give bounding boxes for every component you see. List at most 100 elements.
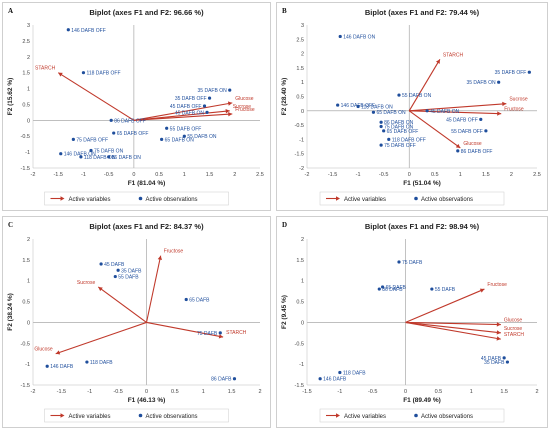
x-tick-label: 2.5 xyxy=(533,172,541,178)
legend-observations-label: Active observations xyxy=(146,414,198,420)
observation-label: 35 DAFB xyxy=(121,268,142,274)
observation-label: 146 DAFB xyxy=(323,377,347,383)
legend-observation-marker xyxy=(414,413,418,418)
x-tick-label: 2 xyxy=(233,172,236,178)
y-tick-label: 2 xyxy=(27,237,30,243)
observation-point xyxy=(99,262,103,266)
observation-label: 75 DAFB xyxy=(402,260,423,266)
variable-label: Glucose xyxy=(34,347,53,353)
observation-label: 65 DAFB OFF xyxy=(117,131,149,137)
y-tick-label: 3 xyxy=(27,23,30,29)
y-tick-label: 1 xyxy=(27,279,30,285)
observation-point xyxy=(497,80,501,84)
observation-point xyxy=(377,287,381,291)
x-tick-label: -2 xyxy=(305,172,310,178)
y-tick-label: 0.5 xyxy=(22,102,30,108)
observation-label: 86 DAFB xyxy=(211,377,232,383)
observation-point xyxy=(45,364,49,368)
y-tick-label: -1 xyxy=(299,362,304,368)
variable-label: STARCH xyxy=(35,66,56,72)
observation-label: 65 DAFB xyxy=(386,285,407,291)
x-tick-label: 0.5 xyxy=(171,389,179,395)
observation-point xyxy=(430,287,434,291)
variable-label: Fructose xyxy=(164,249,184,255)
y-tick-label: -1.5 xyxy=(295,383,304,389)
x-tick-label: -1.5 xyxy=(53,172,62,178)
legend-variables-label: Active variables xyxy=(69,414,111,420)
biplot-svg: B Biplot (axes F1 and F2: 79.44 %) -2 -1.5 -… xyxy=(281,7,541,206)
observation-point xyxy=(397,93,401,97)
observation-label: 35 DAFB OFF xyxy=(495,70,527,76)
x-tick-label: 0 xyxy=(145,389,148,395)
observation-label: 65 DAFB ON xyxy=(376,110,406,116)
y-tick-label: 1 xyxy=(301,279,304,285)
legend-observation-marker xyxy=(414,196,418,201)
variable-vector xyxy=(145,255,162,323)
observation-point xyxy=(228,88,232,92)
x-tick-label: 0 xyxy=(408,172,411,178)
observation-label: 45 DAFB OFF xyxy=(446,117,478,123)
observation-label: 118 DAFB xyxy=(90,360,113,366)
variable-vector xyxy=(133,110,230,121)
variable-label: STARCH xyxy=(226,330,247,336)
observation-point xyxy=(371,110,376,114)
y-tick-label: 0 xyxy=(301,320,304,326)
observation-label: 86 DAFB OFF xyxy=(461,149,493,155)
observation-label: 35 DAFB ON xyxy=(198,88,228,94)
observation-point xyxy=(397,260,401,264)
x-tick-label: -1.5 xyxy=(302,389,311,395)
variable-label: Sucrose xyxy=(233,104,252,110)
observation-label: 86 DAFB xyxy=(382,287,403,293)
observation-label: 35 DAFB xyxy=(484,360,505,366)
chart-title: Biplot (axes F1 and F2: 84.37 %) xyxy=(89,222,204,231)
y-tick-label: 0.5 xyxy=(296,300,304,306)
y-tick-label: 1.5 xyxy=(296,258,304,264)
observation-label: 118 DAFB ON xyxy=(84,155,116,161)
x-tick-label: 1 xyxy=(459,172,462,178)
observation-point xyxy=(356,104,360,109)
x-tick-label: 2.5 xyxy=(256,172,264,178)
legend-variable-arrowhead xyxy=(60,413,65,418)
observation-point xyxy=(116,268,120,272)
chart-title: Biplot (axes F1 and F2: 79.44 %) xyxy=(365,8,480,17)
y-tick-label: 0 xyxy=(27,118,30,124)
chart-title: Biplot (axes F1 and F2: 96.66 %) xyxy=(89,8,204,17)
y-tick-label: 1.5 xyxy=(22,71,30,77)
variable-arrowhead xyxy=(455,143,461,148)
x-tick-label: -0.5 xyxy=(104,172,113,178)
y-tick-label: -0.5 xyxy=(295,123,304,129)
y-tick-label: -1.5 xyxy=(21,166,30,172)
x-tick-label: 0 xyxy=(132,172,135,178)
variable-arrowhead xyxy=(55,350,61,355)
biplot-svg: A Biplot (axes F1 and F2: 96.66 %)-2 -1.5-… xyxy=(7,7,264,206)
legend-variable-arrowhead xyxy=(336,413,340,418)
variable-arrowhead xyxy=(502,101,507,107)
y-axis-label: F2 (9.45 %) xyxy=(281,295,288,329)
variable-vector xyxy=(55,321,147,355)
panel-letter: D xyxy=(282,221,287,229)
observation-label: 45 DAFB OFF xyxy=(170,104,202,110)
observation-point xyxy=(379,124,383,129)
observation-label: 45 DAFB ON xyxy=(430,109,460,115)
x-tick-label: 1.5 xyxy=(206,172,214,178)
x-axis-label: F1 (46.13 %) xyxy=(128,397,166,404)
observation-label: 75 DAFB ON xyxy=(384,125,414,131)
legend-variables-label: Active variables xyxy=(344,414,386,420)
y-tick-label: -0.5 xyxy=(295,341,304,347)
x-tick-label: -1 xyxy=(356,172,361,178)
observation-label: 75 DAFB ON xyxy=(94,149,124,155)
observation-point xyxy=(81,71,86,75)
x-axis-label: F1 (89.49 %) xyxy=(403,397,441,404)
variable-arrowhead xyxy=(98,286,103,292)
observation-point xyxy=(479,117,483,121)
y-axis-label: F2 (15.62 %) xyxy=(7,78,14,116)
variable-arrowhead xyxy=(225,109,230,114)
x-tick-label: 1.5 xyxy=(228,389,236,395)
variable-arrowhead xyxy=(218,334,224,339)
x-tick-label: -1.5 xyxy=(328,172,337,178)
observation-point xyxy=(205,110,209,114)
y-tick-label: -1.5 xyxy=(21,383,30,389)
y-tick-label: -2 xyxy=(299,166,304,172)
variable-arrowhead xyxy=(58,72,63,77)
legend-box xyxy=(319,191,505,206)
